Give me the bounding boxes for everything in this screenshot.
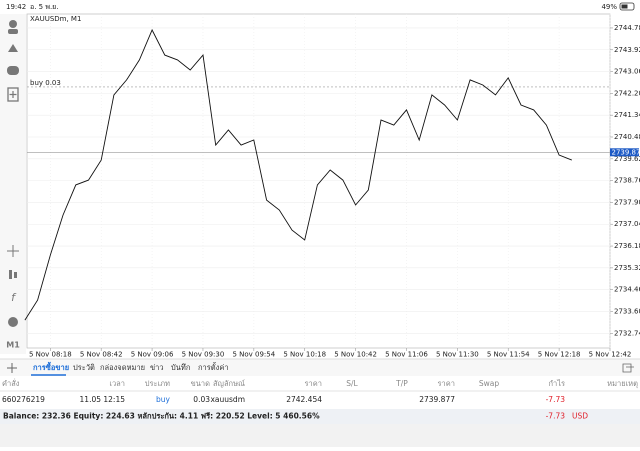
y-tick-label: 2737.040 <box>614 220 640 228</box>
candles-icon[interactable] <box>9 270 12 279</box>
cell: 0.03 <box>193 395 210 404</box>
status-battery: 49% <box>601 3 617 11</box>
y-tick-label: 2733.600 <box>614 307 640 315</box>
x-tick-label: 5 Nov 08:18 <box>29 351 72 359</box>
cell[interactable]: 660276219 <box>2 395 45 404</box>
x-tick-label: 5 Nov 09:30 <box>182 351 225 359</box>
column-header: สัญลักษณ์ <box>213 379 245 388</box>
y-tick-label: 2736.180 <box>614 242 640 250</box>
column-header: ราคา <box>305 379 322 388</box>
currency: USD <box>572 412 588 421</box>
x-tick-label: 5 Nov 11:54 <box>487 351 530 359</box>
account-icon-body <box>8 29 18 34</box>
x-tick-label: 5 Nov 09:06 <box>131 351 174 359</box>
tab[interactable]: ประวัติ <box>73 363 95 372</box>
column-header: ขนาด <box>191 379 210 388</box>
cell: 2742.454 <box>286 395 322 404</box>
order-label: buy 0.03 <box>30 79 61 87</box>
status-time: 19:42 <box>6 3 26 11</box>
tab[interactable]: กล่องจดหมาย <box>100 363 145 372</box>
account-icon[interactable] <box>9 20 17 28</box>
x-tick-label: 5 Nov 11:06 <box>385 351 428 359</box>
chat-icon[interactable] <box>7 66 19 75</box>
y-tick-label: 2744.780 <box>614 24 640 32</box>
y-tick-label: 2732.740 <box>614 329 640 337</box>
y-tick-label: 2735.320 <box>614 264 640 272</box>
column-header: คำสั่ง <box>2 378 20 388</box>
column-header: ประเภท <box>145 379 170 388</box>
timeframe-button[interactable]: M1 <box>6 341 20 350</box>
y-tick-label: 2737.900 <box>614 198 640 206</box>
cell: xauusdm <box>210 395 245 404</box>
tab[interactable]: การตั้งค่า <box>198 362 229 372</box>
y-tick-label: 2743.920 <box>614 46 640 54</box>
y-tick-label: 2743.060 <box>614 68 640 76</box>
cell: 11.05 12:15 <box>80 395 126 404</box>
x-tick-label: 5 Nov 12:18 <box>538 351 581 359</box>
chart-title: XAUUSDm, M1 <box>30 15 81 23</box>
y-tick-label: 2741.340 <box>614 111 640 119</box>
x-tick-label: 5 Nov 09:54 <box>232 351 275 359</box>
cell: buy <box>156 395 171 404</box>
y-tick-label: 2740.480 <box>614 133 640 141</box>
objects-icon[interactable] <box>8 317 18 327</box>
column-header: เวลา <box>109 379 125 388</box>
tab[interactable]: ข่าว <box>150 363 164 372</box>
plot-area <box>27 14 610 348</box>
tab[interactable]: การซื้อขาย <box>33 361 69 372</box>
chart: 2744.780 2743.920 2743.060 2742.200 2741.340… <box>25 14 640 359</box>
y-tick-label: 2742.200 <box>614 89 640 97</box>
x-tick-label: 5 Nov 08:42 <box>80 351 123 359</box>
column-header: หมายเหตุ <box>607 379 638 388</box>
x-tick-label: 5 Nov 11:30 <box>436 351 479 359</box>
column-header: กำไร <box>548 379 565 388</box>
cell: -7.73 <box>546 395 566 404</box>
status-date: อ. 5 พ.ย. <box>30 3 59 11</box>
battery-level <box>622 5 628 9</box>
column-header: S/L <box>346 379 358 388</box>
balance-summary: Balance: 232.36 Equity: 224.63 หลักประกั… <box>3 412 320 421</box>
total-profit: -7.73 <box>546 412 566 421</box>
column-header: Swap <box>479 379 499 388</box>
x-tick-label: 5 Nov 10:18 <box>283 351 326 359</box>
bottom-area <box>0 424 640 447</box>
candles-icon-2 <box>14 272 17 278</box>
x-tick-label: 5 Nov 12:42 <box>589 351 632 359</box>
y-tick-label: 2734.460 <box>614 286 640 294</box>
cell: 2739.877 <box>419 395 455 404</box>
price-label: 2739.877 <box>612 148 640 156</box>
tab[interactable]: บันทึก <box>171 363 190 372</box>
column-header: ราคา <box>438 379 455 388</box>
column-header: T/P <box>395 379 408 388</box>
x-tick-label: 5 Nov 10:42 <box>334 351 377 359</box>
y-tick-label: 2738.760 <box>614 177 640 185</box>
tab-bar <box>0 359 640 376</box>
